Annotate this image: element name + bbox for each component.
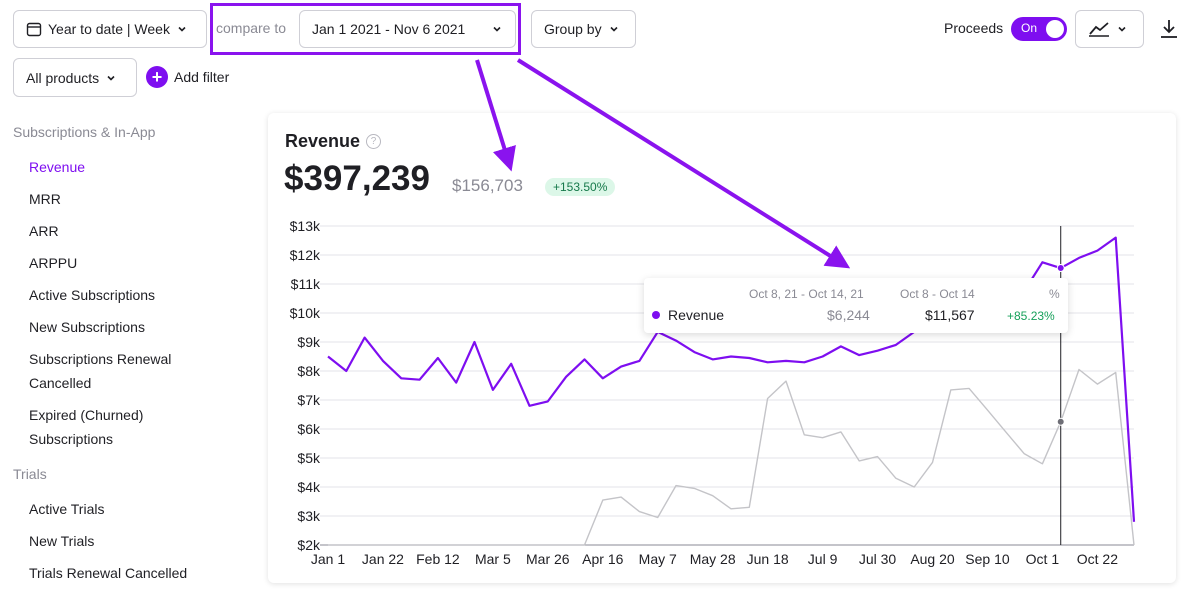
- toggle-knob: [1046, 20, 1064, 38]
- chevron-down-icon: [493, 26, 501, 32]
- compare-series-line: [328, 368, 1135, 546]
- sidebar-item-arppu[interactable]: ARPPU: [29, 255, 78, 271]
- y-tick-label: $12k: [290, 247, 321, 263]
- y-tick-label: $2k: [297, 537, 321, 553]
- date-range-button[interactable]: Year to date | Week: [13, 10, 207, 48]
- x-tick-label: Jun 18: [747, 551, 789, 567]
- chevron-down-icon: [178, 26, 186, 32]
- x-tick-label: Aug 20: [910, 551, 955, 567]
- sidebar-item-expired-subscriptions[interactable]: Expired (Churned) Subscriptions: [29, 407, 144, 447]
- sidebar-section-subscriptions: Subscriptions & In-App: [13, 124, 156, 140]
- y-tick-label: $3k: [297, 508, 321, 524]
- x-tick-label: Mar 26: [526, 551, 570, 567]
- compare-highlight-box: [210, 3, 521, 55]
- hover-point-compare: [1056, 417, 1065, 426]
- y-tick-label: $4k: [297, 479, 321, 495]
- sidebar-item-revenue[interactable]: Revenue: [29, 159, 86, 175]
- sidebar-item-new-subscriptions[interactable]: New Subscriptions: [29, 319, 145, 335]
- x-tick-label: Jul 9: [808, 551, 838, 567]
- help-icon[interactable]: ?: [366, 134, 382, 149]
- x-tick-label: Jan 22: [362, 551, 404, 567]
- x-tick-label: Jan 1: [311, 551, 345, 567]
- sidebar-item-active-subscriptions[interactable]: Active Subscriptions: [29, 287, 156, 303]
- download-button[interactable]: [1159, 18, 1179, 40]
- sidebar-item-active-trials[interactable]: Active Trials: [29, 501, 105, 517]
- card-title: Revenue ?: [285, 131, 382, 152]
- sidebar-item-arr[interactable]: ARR: [29, 223, 59, 239]
- sidebar-section-trials: Trials: [13, 466, 47, 482]
- tooltip-header-current: Oct 8 - Oct 14: [900, 287, 975, 301]
- tooltip-header-pct: %: [1049, 287, 1060, 301]
- x-tick-label: Oct 1: [1026, 551, 1060, 567]
- plus-icon: +: [146, 66, 168, 88]
- group-by-button[interactable]: Group by: [531, 10, 636, 48]
- download-icon: [1161, 20, 1177, 38]
- revenue-total: $397,239: [284, 159, 430, 198]
- chevron-down-icon: [1118, 26, 1126, 32]
- tooltip-series-dot: [652, 311, 660, 319]
- calendar-icon: [26, 22, 42, 37]
- tooltip-current-value: $11,567: [925, 307, 975, 323]
- y-tick-label: $7k: [297, 392, 321, 408]
- sidebar-item-mrr[interactable]: MRR: [29, 191, 61, 207]
- chart-type-button[interactable]: [1075, 10, 1144, 48]
- group-by-label: Group by: [544, 21, 602, 37]
- date-range-label: Year to date | Week: [48, 21, 170, 37]
- chevron-down-icon: [107, 75, 115, 81]
- tooltip-pct-value: +85.23%: [1007, 309, 1055, 323]
- compare-to-label: compare to: [216, 20, 287, 36]
- toggle-state-label: On: [1021, 21, 1038, 35]
- x-tick-label: Mar 5: [475, 551, 511, 567]
- sidebar-item-subscriptions-renewal-cancelled[interactable]: Subscriptions Renewal Cancelled: [29, 351, 172, 391]
- y-tick-label: $13k: [290, 218, 321, 234]
- tooltip-header-previous: Oct 8, 21 - Oct 14, 21: [749, 287, 864, 301]
- products-button[interactable]: All products: [13, 58, 137, 97]
- compare-range-button[interactable]: Jan 1 2021 - Nov 6 2021: [299, 10, 516, 48]
- x-tick-label: May 28: [690, 551, 736, 567]
- proceeds-toggle[interactable]: On: [1011, 17, 1067, 41]
- add-filter-label: Add filter: [174, 69, 230, 85]
- x-tick-label: Feb 12: [416, 551, 460, 567]
- x-tick-label: Sep 10: [965, 551, 1010, 567]
- x-tick-label: Jul 30: [859, 551, 897, 567]
- y-tick-label: $9k: [297, 334, 321, 350]
- hover-point-revenue: [1056, 264, 1065, 273]
- y-tick-label: $8k: [297, 363, 321, 379]
- card-title-text: Revenue: [285, 131, 361, 151]
- tooltip-series-name: Revenue: [668, 307, 725, 323]
- sidebar-item-trials-renewal-cancelled[interactable]: Trials Renewal Cancelled: [29, 565, 188, 581]
- x-tick-label: Oct 22: [1077, 551, 1118, 567]
- products-label: All products: [26, 69, 100, 86]
- chart-tooltip: Oct 8, 21 - Oct 14, 21 Oct 8 - Oct 14 % …: [644, 278, 1068, 333]
- line-chart-icon: [1089, 22, 1109, 37]
- y-tick-label: $10k: [290, 305, 321, 321]
- tooltip-previous-value: $6,244: [827, 307, 870, 323]
- revenue-compare-total: $156,703: [452, 176, 523, 195]
- compare-range-label: Jan 1 2021 - Nov 6 2021: [312, 21, 466, 37]
- y-tick-label: $6k: [297, 421, 321, 437]
- sidebar-item-new-trials[interactable]: New Trials: [29, 533, 95, 549]
- x-tick-label: Apr 16: [582, 551, 623, 567]
- add-filter-button[interactable]: + Add filter: [146, 66, 229, 88]
- proceeds-label: Proceeds: [944, 20, 1004, 36]
- chevron-down-icon: [610, 26, 618, 32]
- y-tick-label: $5k: [297, 450, 321, 466]
- x-tick-label: May 7: [639, 551, 677, 567]
- y-tick-label: $11k: [291, 276, 321, 292]
